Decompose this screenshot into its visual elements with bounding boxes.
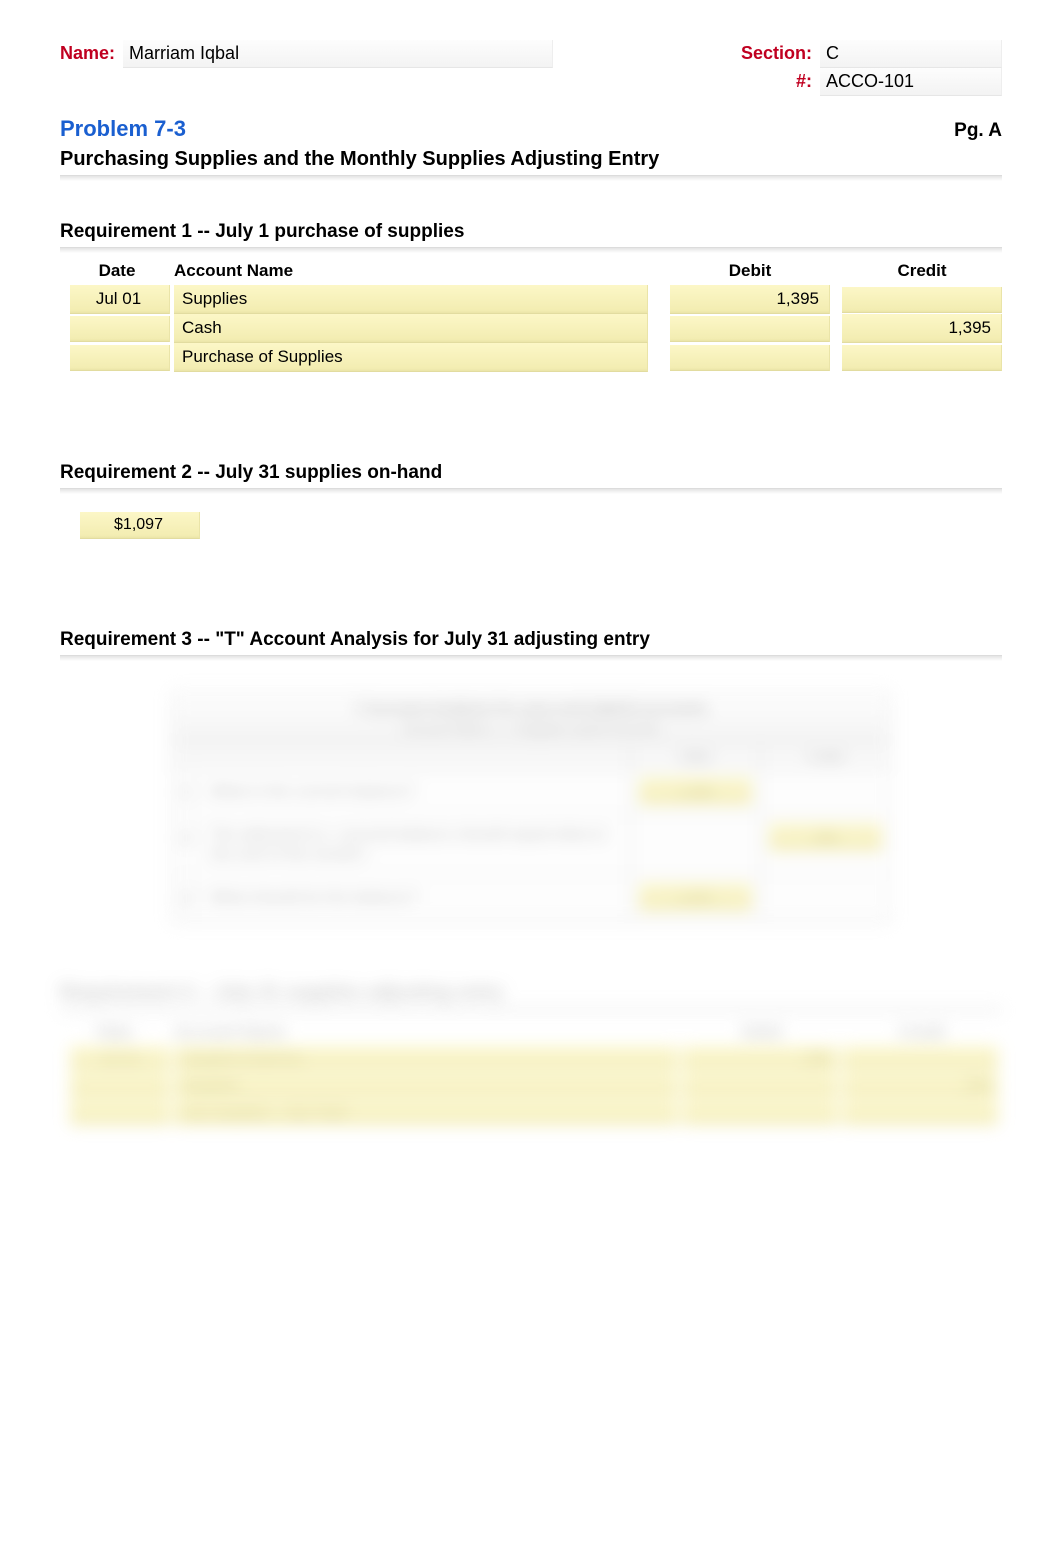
header-info: Name: Marriam Iqbal Section: C #: ACCO-1… [60, 40, 1002, 96]
account-cell: Supplies Expense [174, 1046, 678, 1071]
req2-title: Requirement 2 -- July 31 supplies on-han… [60, 462, 1002, 484]
account-cell: Use Supplies - July Total [174, 1100, 678, 1125]
req2-value-cell[interactable]: $1,097 [80, 512, 200, 539]
table-row: Jul 01 Supplies 1,395 [60, 285, 1002, 314]
date-cell [70, 1100, 170, 1125]
t-credit-cell: 298 [769, 823, 882, 851]
t-credit-cell [769, 777, 882, 805]
debit-cell: 298 [682, 1046, 838, 1071]
debit-cell[interactable] [670, 316, 830, 342]
t-header-line1: T Account Analysis for year-end (adjmt) … [182, 700, 880, 717]
section-num-block: Section: C #: ACCO-101 [722, 40, 1002, 96]
credit-cell[interactable]: 1,395 [842, 314, 1002, 343]
col-debit-header: Debit [670, 257, 830, 285]
col-account-header: Account Name [170, 1020, 682, 1046]
t-credit-header: Credit [760, 745, 890, 768]
problem-title: Problem 7-3 [60, 116, 186, 142]
t-credit-cell [769, 883, 882, 911]
credit-cell [842, 1046, 998, 1071]
number-pair: #: ACCO-101 [722, 68, 1002, 96]
divider [60, 655, 1002, 661]
col-debit-header: Debit [682, 1020, 842, 1046]
t-q: Q2 [172, 815, 202, 874]
date-cell[interactable] [70, 345, 170, 371]
req4-title: Requirement 4 -- July 31 supplies adjust… [60, 982, 1002, 1004]
req2-value-wrap: $1,097 [60, 494, 1002, 539]
debit-cell[interactable]: 1,395 [670, 285, 830, 314]
table-row: Use Supplies - July Total [60, 1100, 1002, 1125]
account-cell[interactable]: Cash [174, 314, 648, 343]
date-cell[interactable] [70, 316, 170, 342]
t-debit-cell: 1,097 [639, 883, 752, 911]
t-row: Q1 What is the current balance? 1,395 [172, 769, 890, 815]
t-debit-cell [639, 823, 752, 851]
t-row: Q3 What should be the balance? 1,097 [172, 875, 890, 921]
divider [60, 1008, 1002, 1014]
t-row: Q2 The adjusted (i.e. correct) balance s… [172, 815, 890, 875]
credit-cell [842, 1100, 998, 1125]
account-cell: Supplies [174, 1073, 678, 1098]
t-debit-cell: 1,395 [639, 777, 752, 805]
date-cell[interactable]: Jul 01 [70, 285, 170, 314]
worksheet-page: Name: Marriam Iqbal Section: C #: ACCO-1… [0, 0, 1062, 1167]
t-debit-header: Debit [630, 745, 760, 768]
account-cell[interactable]: Purchase of Supplies [174, 343, 648, 372]
date-cell [70, 1073, 170, 1098]
debit-cell [682, 1073, 838, 1098]
credit-cell[interactable] [842, 345, 1002, 371]
t-desc: The adjusted (i.e. correct) balance shou… [202, 815, 630, 874]
divider [60, 247, 1002, 253]
section-field[interactable]: C [820, 40, 1002, 68]
t-subheader: Debit Credit [172, 745, 890, 769]
section-label: Section: [722, 43, 812, 64]
debit-cell[interactable] [670, 345, 830, 371]
account-cell[interactable]: Supplies [174, 285, 648, 314]
table-row: Supplies 298 [60, 1073, 1002, 1098]
t-desc: What should be the balance? [202, 875, 630, 920]
credit-cell[interactable] [842, 287, 1002, 313]
number-label: #: [722, 71, 812, 92]
table-row: Cash 1,395 [60, 314, 1002, 343]
col-account-header: Account Name [174, 257, 658, 285]
req3-title: Requirement 3 -- "T" Account Analysis fo… [60, 629, 1002, 651]
t-desc: What is the current balance? [202, 769, 630, 814]
req1-journal-table: Date Account Name Debit Credit Jul 01 Su… [60, 257, 1002, 372]
number-field[interactable]: ACCO-101 [820, 68, 1002, 96]
section-pair: Section: C [722, 40, 1002, 68]
col-date-header: Date [60, 257, 174, 285]
t-account-header: T Account Analysis for year-end (adjmt) … [172, 692, 890, 745]
t-q: Q1 [172, 769, 202, 814]
name-field[interactable]: Marriam Iqbal [123, 40, 553, 68]
table-row: Purchase of Supplies [60, 343, 1002, 372]
credit-cell: 298 [842, 1073, 998, 1098]
t-account-box: T Account Analysis for year-end (adjmt) … [171, 691, 891, 922]
table-row: Jul 31 Supplies Expense 298 [60, 1046, 1002, 1071]
req1-title: Requirement 1 -- July 1 purchase of supp… [60, 221, 1002, 243]
page-indicator: Pg. A [954, 120, 1002, 142]
name-label: Name: [60, 43, 115, 64]
title-row: Problem 7-3 Pg. A [60, 116, 1002, 142]
col-credit-header: Credit [842, 257, 1002, 285]
t-header-line2: Account Name ( + ) Supplies (asset accou… [182, 721, 880, 736]
col-credit-header: Credit [842, 1020, 1002, 1046]
date-cell: Jul 31 [70, 1046, 170, 1071]
col-date-header: Date [60, 1020, 170, 1046]
problem-subtitle: Purchasing Supplies and the Monthly Supp… [60, 148, 1002, 171]
name-block: Name: Marriam Iqbal [60, 40, 722, 96]
t-q: Q3 [172, 875, 202, 920]
blurred-preview: T Account Analysis for year-end (adjmt) … [60, 691, 1002, 1125]
req4-table: Date Account Name Debit Credit Jul 31 Su… [60, 1020, 1002, 1125]
debit-cell [682, 1100, 838, 1125]
